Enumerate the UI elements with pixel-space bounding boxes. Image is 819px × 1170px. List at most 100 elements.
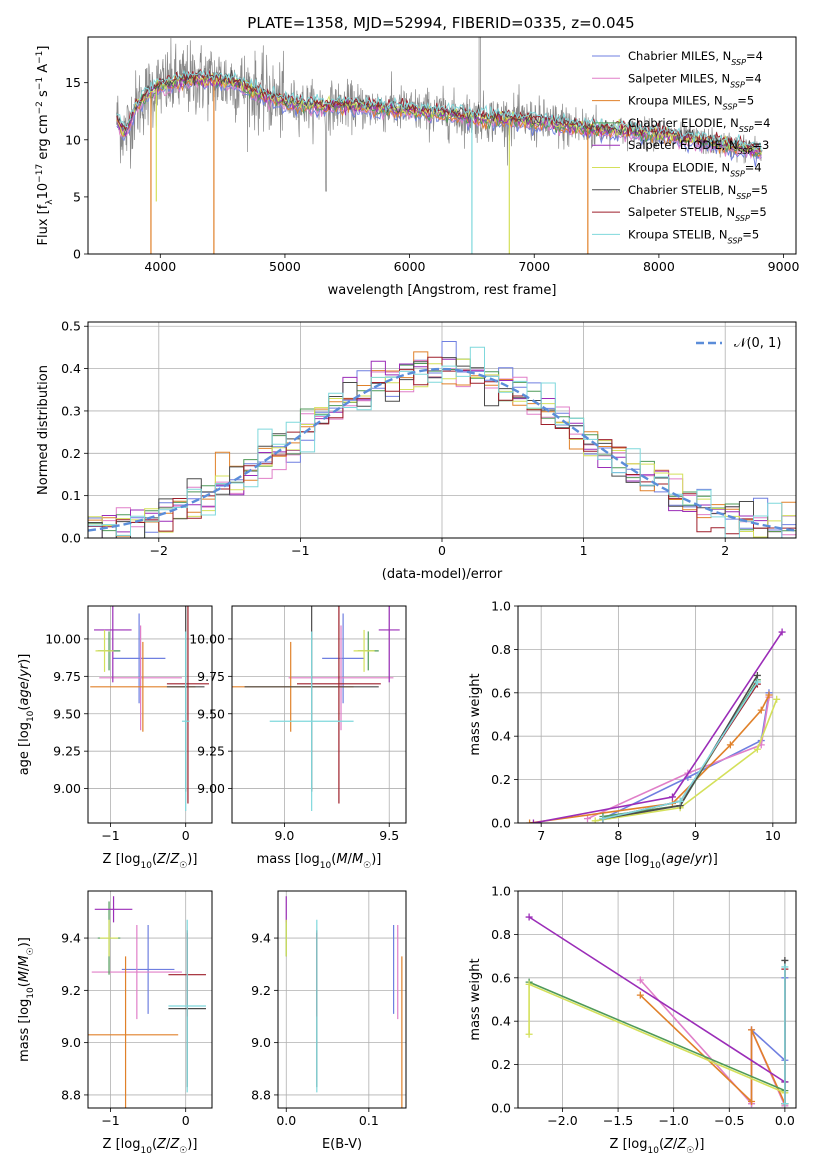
x-tick-label: −1.5: [603, 1113, 633, 1128]
x-tick-label: −1: [101, 828, 119, 843]
legend-label-normal: 𝒩(0, 1): [734, 336, 781, 351]
y-tick-label: 9.2: [251, 983, 271, 998]
legend-label-0: Chabrier MILES, NSSP=4: [628, 49, 763, 67]
weight-marker-2: [526, 819, 534, 823]
y-tick-label: 9.4: [61, 931, 81, 946]
y-tick-label: 0.6: [491, 685, 511, 700]
weight_vs_age-panel: 7 8 9 10 0.0 0.2 0.4 0.6 0.8 1.0 age [log10(age/yr…: [468, 599, 797, 871]
y-tick-label: 10: [65, 132, 81, 147]
y-tick-label: 9.0: [61, 1035, 81, 1050]
weight-marker-4: [778, 628, 786, 636]
spectrum-frame: [87, 36, 797, 255]
x-axis-label: wavelength [Angstrom, rest frame]: [328, 283, 557, 298]
x-axis-label: (data-model)/error: [382, 567, 503, 582]
y-tick-label: 0: [73, 247, 81, 262]
weight-marker-5: [525, 980, 533, 988]
weight-marker-5: [753, 745, 761, 753]
y-tick-label: 9.25: [53, 744, 81, 759]
y-tick-label: 9.4: [251, 931, 271, 946]
y-tick-label: 0.2: [61, 446, 81, 461]
y-tick-label: 9.2: [61, 983, 81, 998]
y-tick-label: 9.75: [197, 669, 225, 684]
y-tick-label: 1.0: [491, 599, 511, 614]
y-tick-label: 9.00: [197, 781, 225, 796]
weight-marker-1: [584, 815, 591, 823]
mass_vs_Z-points: [88, 896, 206, 1108]
weight-marker-5: [525, 1030, 533, 1038]
y-tick-label: 5: [73, 189, 81, 204]
y-tick-label: 0.0: [491, 816, 511, 831]
age_vs_mass-points: [232, 606, 400, 812]
y-tick-label: 0.4: [61, 361, 81, 376]
weight-marker-2: [748, 1097, 756, 1105]
y-tick-label: 0.2: [491, 772, 511, 787]
y-tick-label: 9.00: [53, 781, 81, 796]
y-tick-label: 0.5: [61, 319, 81, 334]
weight-line-2: [529, 694, 770, 823]
age_vs_Z-frame: [87, 605, 213, 824]
y-tick-label: 0.0: [61, 531, 81, 546]
x-axis-label: mass [log10(M/M☉)]: [257, 852, 382, 871]
y-tick-label: 9.75: [53, 669, 81, 684]
age_vs_mass-panel: 9.0 9.5 9.00 9.25 9.50 9.75 10.00 mass [log10(M…: [189, 605, 407, 871]
x-tick-label: 8000: [643, 259, 675, 274]
y-tick-label: 0.8: [491, 927, 511, 942]
x-axis-label: E(B-V): [322, 1137, 362, 1152]
y-axis-label: mass [log10(M/M☉)]: [17, 937, 36, 1062]
y-tick-label: 8.8: [61, 1087, 81, 1102]
x-tick-label: −1.0: [659, 1113, 689, 1128]
weight-line-2: [639, 994, 786, 1105]
weight-marker-8: [781, 1100, 789, 1108]
mass_vs_Z-panel: −1 0 8.8 9.0 9.2 9.4 Z [log10(Z/Z☉)] mass [log1…: [17, 890, 213, 1156]
legend-label-3: Chabrier ELODIE, NSSP=4: [628, 116, 770, 133]
x-axis-label: Z [log10(Z/Z☉)]: [103, 1137, 198, 1156]
x-tick-label: 6000: [394, 259, 426, 274]
x-tick-label: 0: [182, 1113, 190, 1128]
weight-line-1: [587, 696, 770, 820]
weight_vs_age-grid: [518, 605, 796, 824]
weight-marker-2: [726, 741, 734, 749]
y-axis-label: Flux [fλ10−17 erg cm−2 s−1 A−1]: [35, 46, 55, 246]
weight_vs_Z-panel: −2.0 −1.5 −1.0 −0.5 0.0 0.0 0.2 0.4 0.6 0.8 1.0 Z […: [468, 884, 797, 1156]
x-tick-label: 9: [692, 828, 700, 843]
weight-marker-6: [781, 956, 789, 964]
y-tick-label: 0.4: [491, 1014, 511, 1029]
histograms: [88, 341, 796, 538]
x-tick-label: 7000: [518, 259, 550, 274]
x-tick-label: 0.0: [276, 1113, 296, 1128]
y-tick-label: 8.8: [251, 1087, 271, 1102]
weight-marker-4: [668, 793, 676, 801]
x-tick-label: −0.5: [714, 1113, 744, 1128]
x-tick-label: 9.0: [274, 828, 294, 843]
legend-label-2: Kroupa MILES, NSSP=5: [628, 94, 754, 112]
x-tick-label: 0: [182, 828, 190, 843]
weight-line-6: [602, 674, 759, 820]
model-line-0: [116, 77, 762, 167]
y-tick-label: 10.00: [189, 631, 225, 646]
x-tick-label: 9000: [768, 259, 800, 274]
legend-label-4: Salpeter ELODIE, NSSP=3: [628, 138, 769, 156]
weight-marker-2: [765, 691, 773, 699]
mass_vs_ebv-frame: [277, 890, 407, 1109]
mass_vs_ebv-grid: [278, 891, 406, 1108]
x-axis-label: Z [log10(Z/Z☉)]: [610, 1137, 705, 1156]
legend-label-6: Chabrier STELIB, NSSP=5: [628, 183, 768, 201]
y-tick-label: 9.0: [251, 1035, 271, 1050]
x-tick-label: −1: [101, 1113, 119, 1128]
weight-line-4: [528, 916, 786, 1083]
y-axis-label: mass weight: [468, 673, 483, 755]
weight-marker-1: [636, 976, 644, 984]
model-line-6: [116, 68, 762, 152]
x-tick-label: 8: [614, 828, 622, 843]
age_vs_mass-grid: [232, 606, 406, 823]
y-tick-label: 0.3: [61, 403, 81, 418]
age_vs_mass-frame: [231, 605, 407, 824]
x-tick-label: 1: [580, 543, 588, 558]
weight-marker-8: [781, 963, 789, 971]
y-tick-label: 0.0: [491, 1101, 511, 1116]
weight-marker-8: [599, 815, 607, 823]
spectrum-lines: [116, 37, 763, 254]
weight-line-1: [639, 979, 786, 1107]
spectrum-panel: 4000 5000 6000 7000 8000 9000 0 5 10 15 wavelength…: [35, 36, 800, 298]
